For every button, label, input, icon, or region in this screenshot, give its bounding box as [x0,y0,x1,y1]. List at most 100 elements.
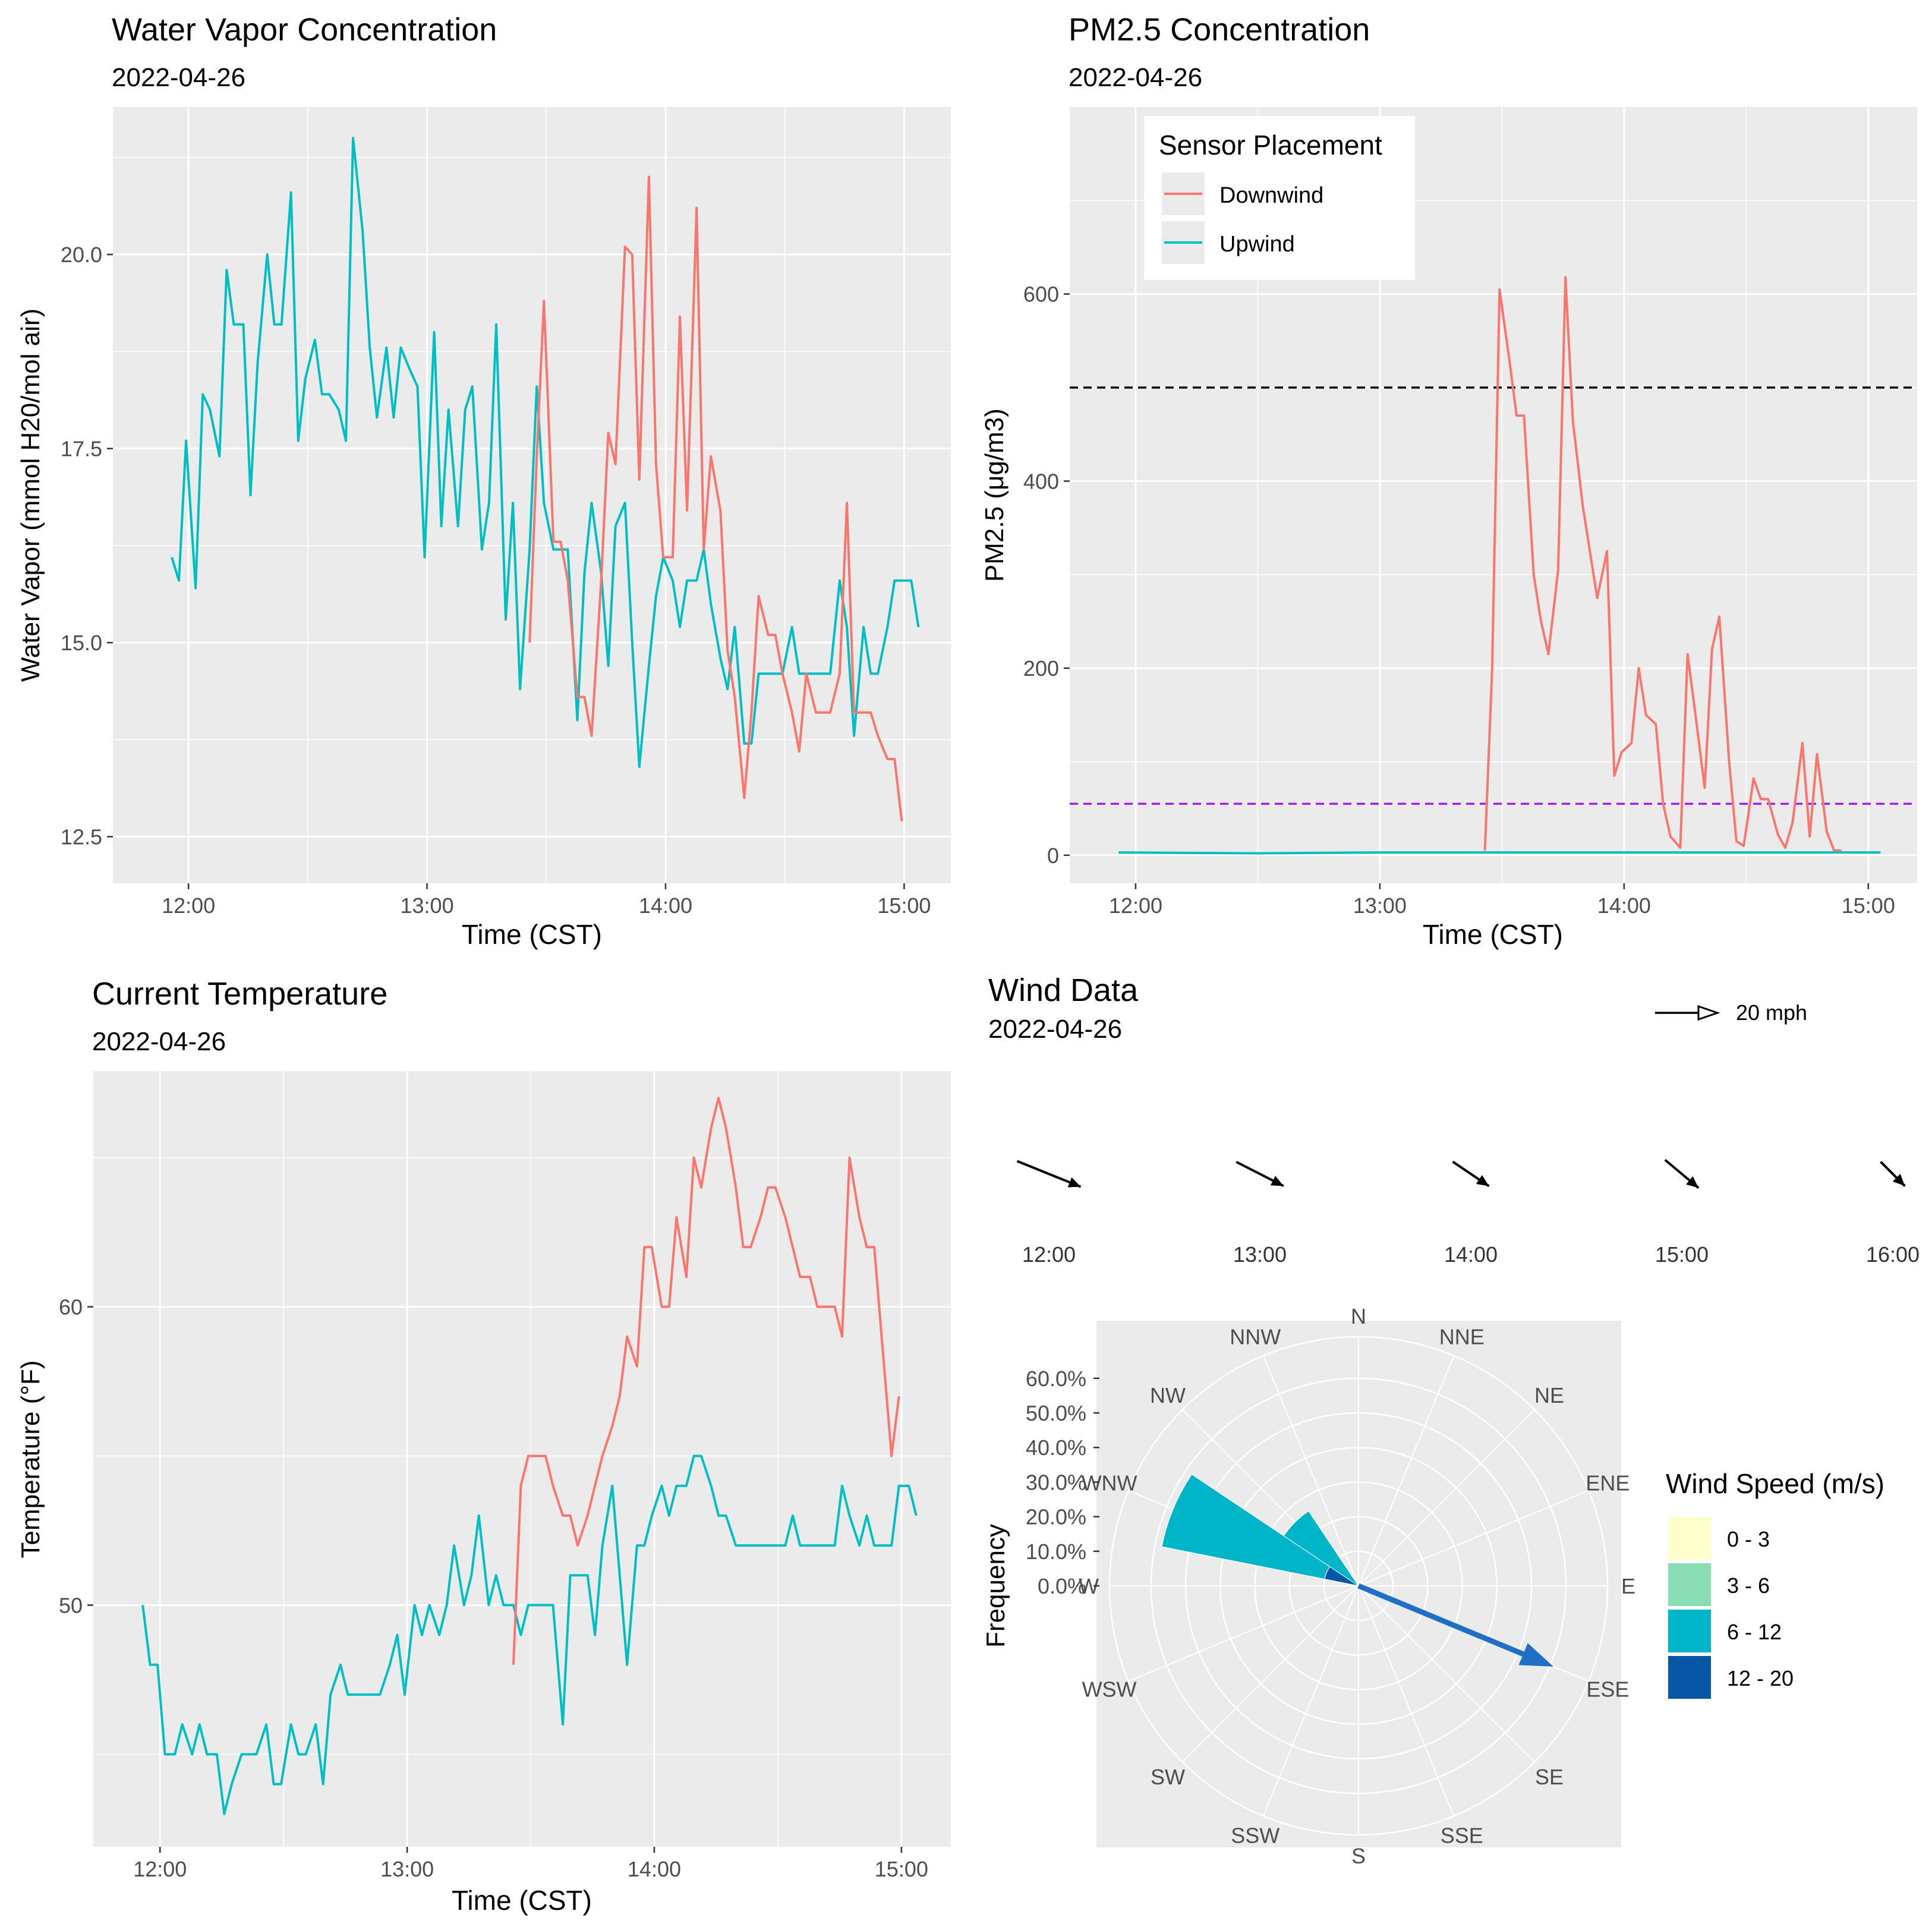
y-tick-label: 50 [59,1593,83,1617]
wind-arrow-head [1270,1176,1284,1186]
temperature-title: Current Temperature [92,976,387,1012]
pm25-legend: Sensor Placement Downwind Upwind [1144,116,1415,280]
wind-speed-bin-label: 6 - 12 [1727,1620,1782,1644]
x-tick-label: 14:00 [1597,893,1651,918]
rose-direction-label: SSE [1441,1823,1483,1847]
legend-upwind-label: Upwind [1219,232,1295,257]
x-tick-label: 14:00 [628,1857,681,1881]
temperature-y-ticks: 50 60 [59,1295,93,1617]
x-tick-label: 13:00 [380,1857,434,1881]
pm25-title: PM2.5 Concentration [1069,12,1370,48]
rose-spoke [1262,1585,1359,1816]
y-tick-label: 200 [1023,656,1059,681]
wind-arrow-head [1067,1177,1081,1188]
temperature-y-axis-label: Temperature (°F) [16,1360,45,1558]
rose-direction-label: NW [1150,1383,1186,1408]
wind-scale-key: 20 mph [1655,1000,1807,1025]
rose-spoke [1128,1585,1359,1682]
rose-direction-label: ESE [1586,1677,1629,1702]
pm25-series [1118,276,1881,855]
wind-scale-arrow-head [1697,1005,1720,1021]
temperature-grid [93,1071,951,1847]
x-tick-label: 15:00 [875,1857,928,1881]
y-tick-label: 20.0 [61,243,102,267]
wind-rose-sectors [1161,1474,1359,1586]
water-vapor-series [171,137,920,821]
x-tick-label: 12:00 [133,1857,187,1881]
wind-speed-swatch [1668,1610,1711,1652]
series-line-downwind [528,175,903,821]
rose-sector-wnw [1161,1474,1331,1580]
pm25-legend-title: Sensor Placement [1159,130,1382,160]
wind-speed-bin-label: 0 - 3 [1727,1527,1770,1551]
temperature-chart: Current Temperature 2022-04-26 50 60 12:0… [16,976,951,1916]
series-line-downwind [512,1097,900,1665]
y-tick-label: 60 [59,1295,83,1320]
wind-rose-grid [1108,1336,1609,1836]
rose-r-tick-label: 20.0% [1026,1505,1086,1529]
temperature-subtitle: 2022-04-26 [92,1027,226,1056]
pm25-x-ticks: 12:00 13:00 14:00 15:00 [1109,883,1895,918]
water-vapor-y-axis-label: Water Vapor (mmol H20/mol air) [16,308,45,682]
water-vapor-y-ticks: 12.5 15.0 17.5 20.0 [61,243,113,849]
rose-r-tick-label: 60.0% [1026,1367,1086,1391]
wind-time-label: 15:00 [1655,1242,1709,1267]
series-line-upwind [171,137,920,769]
rose-r-tick-label: 30.0% [1026,1470,1086,1494]
wind-speed-swatch [1668,1563,1711,1606]
pm25-chart: PM2.5 Concentration 2022-04-26 0 200 400 60… [980,12,1917,950]
series-line-upwind [1118,851,1881,855]
wind-time-label: 12:00 [1022,1242,1076,1267]
wind-arrow-head [1686,1176,1699,1188]
pm25-subtitle: 2022-04-26 [1069,63,1202,92]
rose-direction-label: SW [1151,1765,1185,1789]
water-vapor-chart: Water Vapor Concentration 2022-04-26 12.… [16,12,951,950]
wind-subtitle: 2022-04-26 [988,1015,1122,1044]
rose-direction-label: SSW [1231,1823,1279,1847]
legend-downwind-label: Downwind [1219,183,1323,208]
rose-r-tick-label: 10.0% [1026,1539,1086,1564]
series-line-downwind [1483,276,1842,852]
water-vapor-title: Water Vapor Concentration [112,12,497,48]
x-tick-label: 13:00 [1353,893,1407,918]
y-tick-label: 17.5 [61,437,102,461]
wind-speed-swatch [1668,1656,1711,1699]
wind-speed-bin-label: 12 - 20 [1727,1666,1794,1690]
wind-timeline-arrows [1016,1158,1906,1189]
rose-r-tick-label: 0.0% [1038,1574,1086,1598]
pm25-threshold-lines [1070,386,1917,805]
rose-direction-label: S [1351,1844,1366,1868]
wind-scale-label: 20 mph [1736,1000,1807,1025]
mean-vector-shaft [1357,1583,1524,1657]
rose-r-tick-label: 50.0% [1026,1401,1086,1425]
x-tick-label: 13:00 [401,893,454,918]
temperature-panel [93,1071,951,1847]
wind-data-chart: Wind Data 2022-04-26 20 mph 12:00 13:00 14… [981,972,1920,1868]
rose-direction-label: E [1621,1574,1635,1598]
x-tick-label: 15:00 [1842,893,1895,918]
y-tick-label: 400 [1023,469,1059,493]
temperature-x-axis-label: Time (CST) [452,1885,592,1916]
wind-arrow-head [1892,1173,1905,1186]
wind-rose-y-axis-label: Frequency [981,1524,1010,1648]
wind-time-label: 16:00 [1866,1242,1920,1267]
temperature-x-ticks: 12:00 13:00 14:00 15:00 [133,1847,928,1881]
water-vapor-subtitle: 2022-04-26 [112,63,245,92]
wind-time-label: 13:00 [1233,1242,1287,1267]
wind-mean-vector [1357,1583,1553,1667]
rose-spoke [1358,1490,1589,1586]
rose-direction-label: WNW [1082,1471,1137,1495]
rose-direction-label: ENE [1586,1471,1630,1495]
rose-spoke [1358,1585,1535,1762]
wind-speed-legend-items: 0 - 3 3 - 6 6 - 12 12 - 20 [1668,1517,1794,1699]
rose-spoke [1182,1585,1359,1762]
x-tick-label: 15:00 [877,893,931,918]
rose-spoke [1358,1409,1535,1586]
wind-speed-legend-title: Wind Speed (m/s) [1666,1468,1884,1499]
pm25-y-ticks: 0 200 400 600 [1023,282,1070,868]
y-tick-label: 0 [1047,843,1059,868]
pm25-y-axis-label: PM2.5 (μg/m3) [980,408,1009,582]
pm25-x-axis-label: Time (CST) [1423,919,1563,950]
